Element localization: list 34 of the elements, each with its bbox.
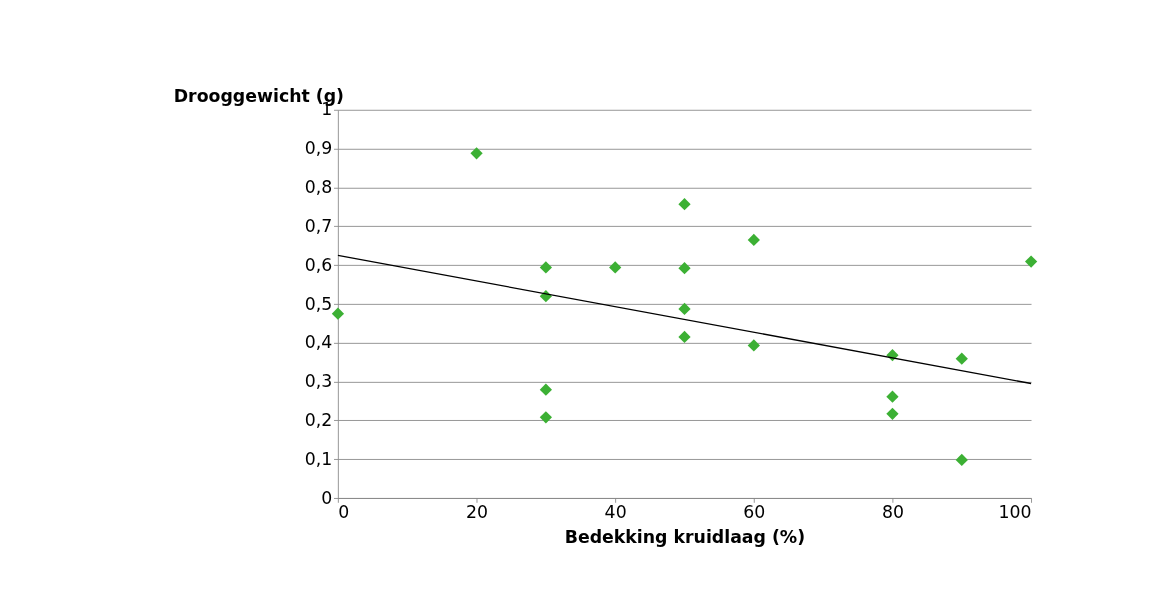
point xyxy=(678,330,691,344)
x-tick-label: 40 xyxy=(604,502,627,523)
y-tick-label: 0 xyxy=(321,487,333,508)
x-tick-label: 60 xyxy=(743,502,766,523)
y-tick-label: 0,4 xyxy=(304,332,333,353)
point xyxy=(678,198,691,211)
x-tick-label: 0 xyxy=(338,502,350,523)
x-axis-title: Bedekking kruidlaag (%) xyxy=(564,526,806,547)
point xyxy=(539,383,552,396)
point xyxy=(1024,255,1038,268)
point xyxy=(678,262,691,275)
x-tick-label: 20 xyxy=(465,502,489,523)
y-tick-label: 0,7 xyxy=(304,215,333,236)
point xyxy=(747,339,760,352)
point xyxy=(955,352,968,365)
point xyxy=(678,302,691,316)
point xyxy=(539,261,552,274)
y-tick-label: 0,9 xyxy=(304,138,333,159)
point xyxy=(886,390,899,403)
y-tick-label: 0,8 xyxy=(304,177,333,198)
y-tick-label: 0,2 xyxy=(304,410,333,431)
point xyxy=(331,307,345,320)
x-tick-label: 100 xyxy=(998,502,1032,523)
point xyxy=(955,453,968,467)
point xyxy=(609,261,622,274)
y-tick-label: 0,3 xyxy=(304,371,333,392)
point xyxy=(747,233,760,247)
point xyxy=(539,411,552,424)
y-tick-label: 0,1 xyxy=(304,448,333,469)
x-tick-label: 80 xyxy=(881,502,904,523)
point xyxy=(886,407,899,420)
point xyxy=(470,147,483,160)
y-tick-label: 0,6 xyxy=(304,254,333,275)
y-tick-label: 0,5 xyxy=(304,293,333,314)
